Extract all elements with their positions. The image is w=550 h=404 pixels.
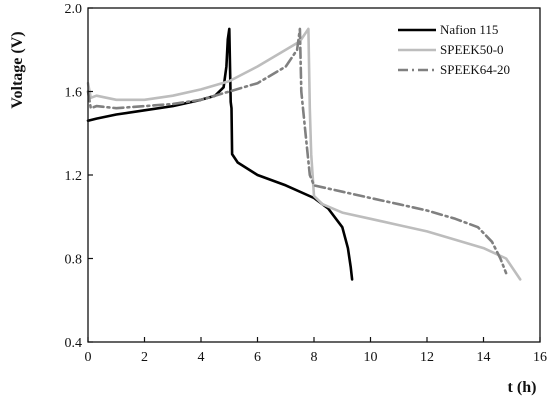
series-line-2 xyxy=(86,27,508,275)
legend-label-0: Nafion 115 xyxy=(440,22,498,37)
x-tick-label: 12 xyxy=(420,350,434,365)
x-tick-label: 10 xyxy=(364,350,378,365)
x-tick-label: 8 xyxy=(311,350,318,365)
plot-frame xyxy=(87,7,541,343)
legend-label-1: SPEEK50-0 xyxy=(440,42,504,57)
x-tick-label: 14 xyxy=(477,350,491,365)
x-tick-label: 2 xyxy=(141,350,148,365)
x-tick-label: 4 xyxy=(198,350,205,365)
legend: Nafion 115 SPEEK50-0 SPEEK64-20 xyxy=(398,22,510,77)
x-tick-label: 16 xyxy=(533,350,547,365)
y-tick-label: 0.4 xyxy=(65,336,83,351)
series-layer xyxy=(86,27,522,281)
y-axis-title: Voltage (V) xyxy=(9,31,26,108)
series-line-0 xyxy=(86,27,354,281)
y-tick-label: 0.8 xyxy=(65,253,83,268)
x-axis-title: t (h) xyxy=(508,379,537,396)
x-tick-label: 6 xyxy=(254,350,261,365)
ticks-layer: 0 2 4 6 8 10 12 14 16 0.4 0.8 1.2 1.6 2.0 xyxy=(65,2,548,365)
series-line-1 xyxy=(86,27,522,281)
legend-label-2: SPEEK64-20 xyxy=(440,62,510,77)
x-tick-label: 0 xyxy=(85,350,92,365)
y-tick-label: 1.2 xyxy=(65,169,83,184)
y-tick-label: 2.0 xyxy=(65,2,83,17)
y-tick-label: 1.6 xyxy=(65,86,83,101)
